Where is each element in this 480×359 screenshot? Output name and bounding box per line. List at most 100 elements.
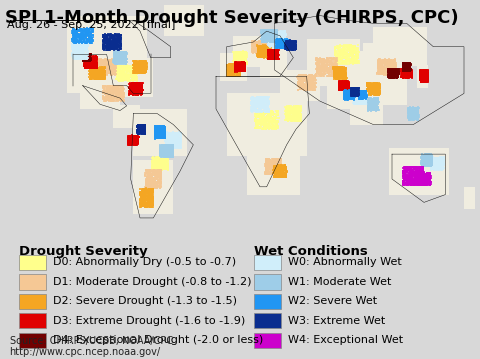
Point <box>132 142 140 148</box>
Point <box>352 92 360 98</box>
Point <box>277 44 285 50</box>
Point <box>352 58 360 64</box>
Point <box>271 53 278 59</box>
Point <box>358 98 366 104</box>
Point <box>114 93 122 99</box>
Point <box>311 87 319 93</box>
Point <box>332 64 339 70</box>
Point <box>428 159 435 165</box>
Point <box>404 113 412 119</box>
Point <box>161 155 168 161</box>
Point <box>89 55 96 61</box>
Point <box>394 71 401 77</box>
Point <box>76 46 84 52</box>
Point <box>369 89 376 94</box>
Point <box>417 77 424 83</box>
Point <box>385 66 393 72</box>
Point <box>296 82 304 88</box>
Point <box>288 108 296 114</box>
Point <box>258 34 266 40</box>
Point <box>265 34 273 39</box>
Point <box>406 113 414 119</box>
Point <box>438 159 446 165</box>
Point <box>132 139 139 145</box>
Point <box>372 89 380 94</box>
Point <box>265 43 273 48</box>
Point <box>120 56 128 61</box>
Point <box>412 182 420 187</box>
Point <box>262 171 270 177</box>
Point <box>240 54 248 60</box>
Point <box>276 42 283 48</box>
Point <box>419 180 426 186</box>
Point <box>416 177 424 182</box>
Point <box>75 53 83 59</box>
Point <box>84 58 92 64</box>
Point <box>129 137 136 143</box>
Point <box>87 67 95 73</box>
Point <box>163 147 171 153</box>
Point <box>390 66 397 71</box>
Point <box>418 155 425 161</box>
Point <box>105 90 113 96</box>
Point <box>116 40 124 46</box>
Point <box>265 42 273 48</box>
Point <box>278 41 286 46</box>
Point <box>233 61 241 67</box>
Point <box>152 157 159 162</box>
Point <box>306 80 313 86</box>
Point <box>343 79 350 84</box>
Point <box>316 59 324 65</box>
Point <box>129 138 136 144</box>
Point <box>352 50 360 56</box>
Point <box>417 171 425 177</box>
Point <box>358 89 365 95</box>
Point <box>138 69 146 75</box>
Point <box>421 159 429 165</box>
Point <box>403 60 411 66</box>
Point <box>107 42 115 48</box>
Point <box>84 55 92 60</box>
Point <box>403 69 411 75</box>
Point <box>336 71 344 77</box>
Point <box>287 42 295 47</box>
Point <box>108 34 115 40</box>
Point <box>112 89 120 94</box>
Point <box>320 57 327 63</box>
Point <box>137 89 144 95</box>
Point <box>412 164 420 169</box>
Point <box>157 160 165 165</box>
Point <box>336 45 344 50</box>
Point <box>353 99 361 105</box>
Point <box>150 161 158 167</box>
Point <box>112 58 120 64</box>
Point <box>225 63 233 69</box>
Point <box>162 139 170 145</box>
Point <box>421 163 429 168</box>
Point <box>298 75 305 80</box>
Point <box>431 163 439 168</box>
Point <box>307 81 315 87</box>
Point <box>275 157 282 163</box>
Point <box>73 31 81 37</box>
Point <box>121 51 129 57</box>
Point <box>86 55 94 60</box>
Point <box>89 58 97 64</box>
Point <box>84 58 92 64</box>
Point <box>126 134 133 140</box>
Point <box>403 176 410 181</box>
Point <box>69 47 77 52</box>
Point <box>386 69 394 75</box>
Point <box>236 52 243 58</box>
Point <box>155 164 162 170</box>
Point <box>145 171 153 177</box>
Point <box>346 90 354 95</box>
Point <box>344 81 352 87</box>
Point <box>92 59 100 64</box>
Point <box>153 132 161 138</box>
Point <box>262 47 269 53</box>
Point <box>251 105 259 111</box>
Point <box>291 116 299 122</box>
Point <box>152 163 160 169</box>
Point <box>262 32 270 37</box>
